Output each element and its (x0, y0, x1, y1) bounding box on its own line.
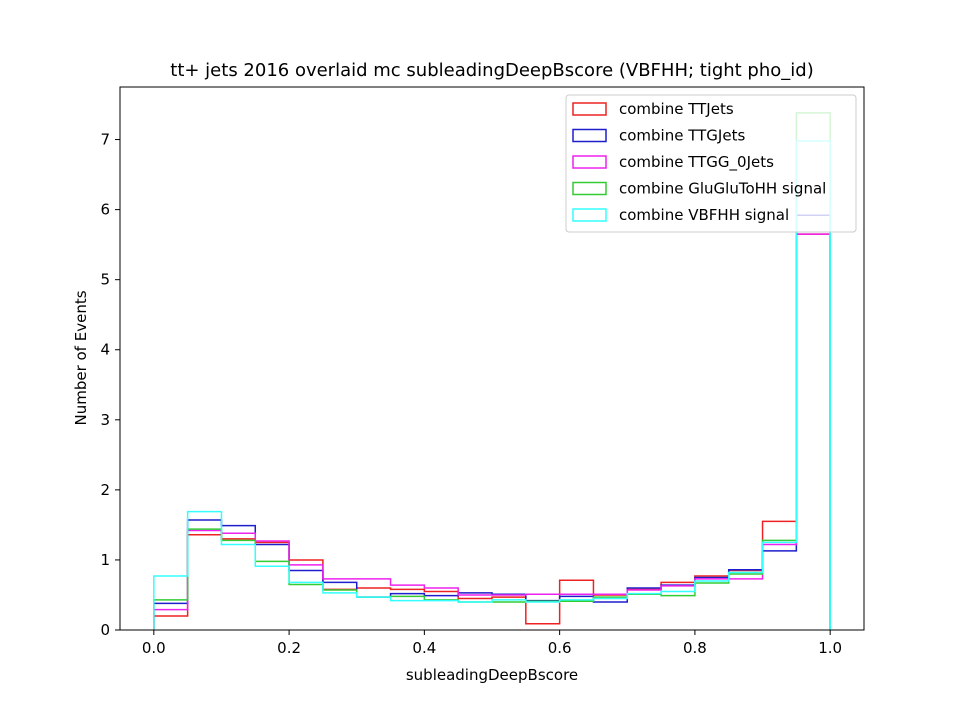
x-tick-label: 1.0 (818, 639, 842, 657)
x-axis-label: subleadingDeepBscore (406, 666, 578, 684)
legend-entry-label: combine TTGG_0Jets (619, 153, 774, 172)
y-tick-label: 1 (100, 551, 110, 569)
legend: combine TTJets combine TTGJets combine TTG… (565, 94, 857, 233)
x-tick-label: 0.8 (683, 639, 707, 657)
legend-box (565, 94, 857, 233)
series-line-5 (153, 140, 831, 630)
y-axis-label: Number of Events (72, 290, 90, 425)
y-tick-label: 7 (100, 131, 110, 149)
legend-entry-label: combine VBFHH signal (619, 206, 789, 224)
y-tick-label: 2 (100, 481, 110, 499)
x-tick-label: 0.6 (548, 639, 572, 657)
legend-swatch (572, 155, 607, 169)
x-axis-ticks: 0.0 0.2 0.4 0.6 0.8 1.0 (142, 630, 842, 657)
x-tick-label: 0.4 (412, 639, 436, 657)
series-layer (153, 112, 831, 630)
y-axis-ticks: 0 1 2 3 4 5 6 7 (100, 131, 120, 639)
y-tick-label: 3 (100, 411, 110, 429)
chart-title: tt+ jets 2016 overlaid mc subleadingDeep… (170, 60, 813, 81)
x-tick-label: 0.0 (142, 639, 166, 657)
plot-frame (119, 86, 865, 631)
x-tick-label: 0.2 (277, 639, 301, 657)
y-tick-label: 4 (100, 341, 110, 359)
legend-entry-label: combine TTJets (619, 100, 734, 118)
y-tick-label: 6 (100, 201, 110, 219)
legend-entry-label: combine TTGJets (619, 127, 745, 145)
y-tick-label: 0 (100, 621, 110, 639)
legend-swatch (572, 208, 607, 222)
legend-swatch (572, 181, 607, 196)
legend-swatch (572, 102, 607, 116)
y-tick-label: 5 (100, 271, 110, 289)
legend-swatch (572, 128, 607, 143)
legend-entry-label: combine GluGluToHH signal (619, 180, 826, 198)
